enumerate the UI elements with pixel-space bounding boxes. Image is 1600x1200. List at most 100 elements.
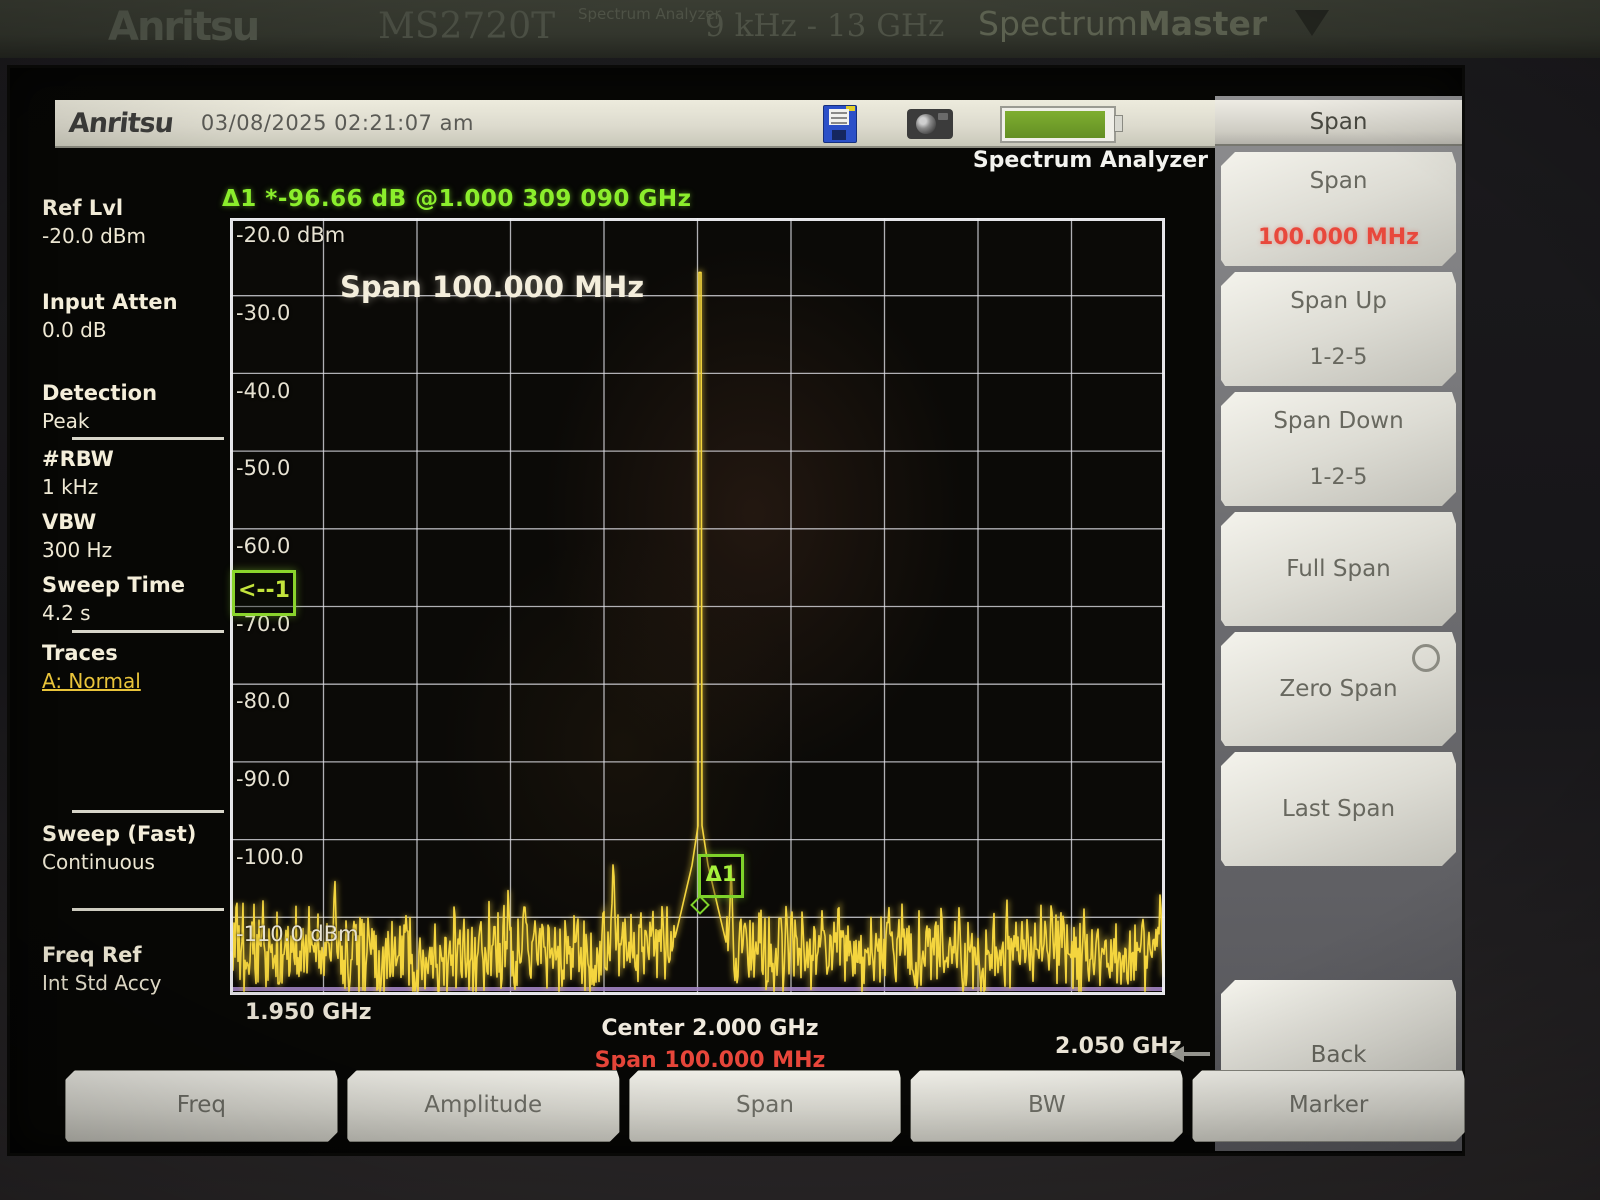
menu-button-zero-span[interactable]: Zero Span [1221, 632, 1456, 746]
button-label: Span [1309, 168, 1368, 194]
param-rbw: #RBW 1 kHz [42, 447, 232, 499]
y-tick: -70.0 [236, 612, 291, 636]
floppy-save-icon[interactable] [823, 105, 857, 143]
param-vbw: VBW 300 Hz [42, 510, 232, 562]
battery-icon [1000, 106, 1123, 143]
trace-a-status[interactable]: A: Normal [42, 669, 141, 693]
delta-marker-readout: Δ1 *-96.66 dB @1.000 309 090 GHz [222, 186, 692, 212]
button-label: Span Up [1290, 288, 1387, 314]
floppy-tab [846, 106, 855, 111]
span-value: 100.000 MHz [1258, 225, 1419, 250]
param-sweep-mode: Sweep (Fast) Continuous [42, 822, 232, 874]
param-input-atten: Input Atten 0.0 dB [42, 290, 232, 342]
y-axis-ticks: -20.0 dBm -30.0 -40.0 -50.0 -60.0 -70.0 … [236, 218, 436, 995]
camera-lens [916, 114, 936, 134]
param-value: Peak [42, 409, 90, 433]
softkey-span[interactable]: Span [629, 1070, 902, 1142]
mode-label: Spectrum Analyzer [972, 148, 1208, 173]
param-detection: Detection Peak [42, 381, 232, 433]
y-tick: -60.0 [236, 534, 291, 558]
param-label: Input Atten [42, 290, 178, 314]
main-menu-keys: Freq Amplitude Span BW Marker [65, 1070, 1465, 1142]
x-axis-center: Center 2.000 GHz [10, 1016, 1410, 1041]
y-tick: -20.0 dBm [236, 223, 346, 247]
radio-circle-icon [1412, 644, 1440, 672]
bezel-model: MS2720T [378, 6, 556, 47]
menu-title: Span [1215, 100, 1462, 146]
param-label: Sweep (Fast) [42, 822, 197, 846]
softkey-amplitude[interactable]: Amplitude [347, 1070, 620, 1142]
param-value: -20.0 dBm [42, 224, 147, 248]
bezel-product-name: SpectrumMaster [978, 4, 1267, 43]
span-value: 100.000 MHz [664, 1048, 826, 1073]
button-label: Zero Span [1279, 676, 1398, 702]
sidebar-divider [72, 810, 224, 813]
y-tick: -40.0 [236, 379, 291, 403]
y-tick: -100.0 [236, 845, 304, 869]
softkey-freq[interactable]: Freq [65, 1070, 338, 1142]
center-label: Center [601, 1016, 685, 1041]
param-freq-ref: Freq Ref Int Std Accy [42, 943, 232, 995]
sidebar-divider [72, 908, 224, 911]
datetime: 03/08/2025 02:21:07 am [200, 111, 474, 135]
anritsu-triangle-icon [1295, 10, 1329, 36]
battery-fill [1005, 111, 1105, 138]
trace-plot-svg [230, 218, 1165, 995]
reference-marker-indicator: <--1 [232, 570, 296, 616]
lcd-screen: Anritsu 03/08/2025 02:21:07 am Spectrum … [10, 68, 1462, 1153]
y-tick: -90.0 [236, 767, 291, 791]
param-value: 4.2 s [42, 601, 91, 625]
bezel-freq-range: 9 kHz - 13 GHz [705, 8, 945, 44]
floppy-shutter [832, 130, 846, 140]
y-tick: -110.0 dBm [236, 922, 359, 946]
battery-terminal [1114, 115, 1123, 132]
menu-button-span-up[interactable]: Span Up 1-2-5 [1221, 272, 1456, 386]
param-label: Freq Ref [42, 943, 142, 967]
instrument-bezel: Anritsu MS2720T Spectrum Analyzer 9 kHz … [0, 0, 1600, 58]
menu-button-last-span[interactable]: Last Span [1221, 752, 1456, 866]
button-label: Back [1310, 1042, 1367, 1068]
param-value: 0.0 dB [42, 318, 107, 342]
param-label: Traces [42, 641, 118, 665]
param-value: Continuous [42, 850, 155, 874]
status-bar: Anritsu 03/08/2025 02:21:07 am [55, 100, 1215, 148]
bezel-brand-logo: Anritsu [108, 4, 260, 50]
param-label: Sweep Time [42, 573, 186, 597]
center-value: 2.000 GHz [692, 1016, 819, 1041]
menu-button-full-span[interactable]: Full Span [1221, 512, 1456, 626]
sidebar-divider [72, 630, 224, 633]
softkey-menu-panel: Span Span 100.000 MHz Span Up 1-2-5 Span… [1215, 96, 1462, 1151]
camera-icon[interactable] [907, 109, 953, 139]
bezel-model-sub: Spectrum Analyzer [578, 5, 721, 23]
param-sweep-time: Sweep Time 4.2 s [42, 573, 232, 625]
param-label: Ref Lvl [42, 196, 124, 220]
spectrum-plot: -20.0 dBm -30.0 -40.0 -50.0 -60.0 -70.0 … [230, 218, 1165, 995]
camera-viewfinder [938, 113, 948, 120]
param-label: #RBW [42, 447, 114, 471]
delta-marker-box[interactable]: Δ1 [698, 854, 744, 898]
param-value: Int Std Accy [42, 971, 162, 995]
left-arrow-icon [1170, 1046, 1210, 1062]
y-tick: -50.0 [236, 456, 291, 480]
span-label: Span [594, 1048, 657, 1073]
y-tick: -30.0 [236, 301, 291, 325]
menu-button-span[interactable]: Span 100.000 MHz [1221, 152, 1456, 266]
anritsu-logo: Anritsu [67, 107, 175, 139]
floppy-label [829, 109, 849, 125]
button-label: Last Span [1281, 796, 1396, 822]
x-axis-span: Span 100.000 MHz [10, 1048, 1410, 1073]
button-sub-label: 1-2-5 [1309, 345, 1368, 370]
softkey-bw[interactable]: BW [910, 1070, 1183, 1142]
param-label: Detection [42, 381, 158, 405]
sidebar-divider [72, 437, 224, 440]
menu-button-span-down[interactable]: Span Down 1-2-5 [1221, 392, 1456, 506]
param-value: 1 kHz [42, 475, 99, 499]
param-label: VBW [42, 510, 97, 534]
softkey-marker[interactable]: Marker [1192, 1070, 1465, 1142]
x-axis-start: 1.950 GHz [245, 1000, 372, 1025]
param-value: 300 Hz [42, 538, 113, 562]
param-ref-level: Ref Lvl -20.0 dBm [42, 196, 232, 248]
bezel-product-name-bold: Master [1137, 4, 1268, 43]
param-traces: Traces A: Normal [42, 641, 232, 693]
